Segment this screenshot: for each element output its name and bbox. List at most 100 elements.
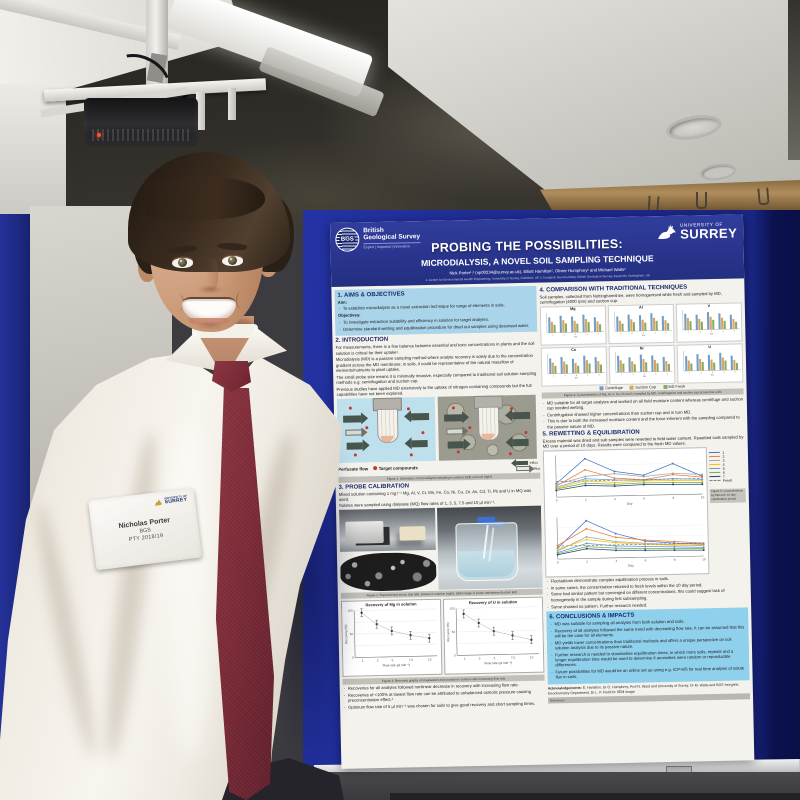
svg-text:8: 8: [674, 558, 676, 562]
target-compound-dot: [421, 430, 425, 434]
chart-plot-area: 1 2 3 4 5 Soil: [609, 309, 673, 342]
svg-text:2: 2: [632, 374, 633, 376]
person-eye: [172, 258, 193, 268]
legend-item: MD Fresh: [662, 384, 685, 389]
legend-line-icon: [709, 480, 721, 482]
shirt-highlight: [168, 420, 212, 760]
svg-text:10: 10: [701, 495, 705, 499]
chart-plot-area: 1 2 3 4 5 Soil: [541, 311, 605, 344]
target-compound-dot: [406, 406, 410, 410]
recovery-chart-mg: Recovery of Mg in solution 0501001357.51…: [340, 598, 443, 678]
svg-text:2: 2: [586, 560, 588, 564]
badge-logo-line2: SURREY: [164, 497, 188, 506]
svg-text:1: 1: [689, 373, 690, 375]
research-poster: BGS British Geological Survey Expert | I…: [330, 214, 755, 769]
svg-text:2: 2: [700, 373, 701, 375]
legend-line-icon: [709, 460, 721, 462]
influx-arrow: [410, 412, 430, 420]
svg-text:1: 1: [553, 376, 554, 378]
poster-body: 1. AIMS & OBJECTIVES Aim: To establish m…: [331, 278, 753, 715]
svg-text:5: 5: [733, 331, 734, 333]
beaker-water: [457, 550, 515, 578]
svg-text:10: 10: [530, 656, 534, 660]
svg-text:3: 3: [377, 659, 379, 663]
svg-text:2: 2: [585, 498, 587, 502]
svg-text:Flow rate (µl min⁻¹): Flow rate (µl min⁻¹): [383, 663, 411, 668]
target-compound-dot: [456, 449, 460, 453]
bgs-acronym: BGS: [339, 236, 355, 243]
poster-board-shadow: [752, 210, 800, 790]
svg-text:8: 8: [673, 496, 675, 500]
svg-text:Soil: Soil: [642, 376, 646, 378]
svg-text:100: 100: [450, 607, 455, 611]
section-conclusions: 6. CONCLUSIONS & IMPACTS MD was suitable…: [546, 607, 750, 685]
svg-text:6: 6: [643, 496, 645, 500]
person-nose: [206, 258, 218, 290]
bgs-name: British Geological Survey: [363, 226, 420, 241]
legend-label: Fresh: [722, 478, 733, 483]
poster-title: PROBING THE POSSIBILITIES:: [430, 236, 624, 255]
svg-text:3: 3: [643, 374, 644, 376]
svg-text:7.5: 7.5: [409, 658, 414, 662]
svg-text:Soil: Soil: [574, 337, 578, 339]
badge-surrey-logo: UNIVERSITY OF SURREY: [153, 494, 188, 508]
bar-chart-al: Al 1 2 3 4 5 Soil: [607, 303, 675, 344]
influx-arrow: [444, 413, 463, 422]
red-dot-icon: [373, 466, 378, 471]
smile-crease: [236, 292, 247, 309]
conclusion-item: Future possibilities for MD would be an …: [550, 666, 746, 681]
ceiling-shadow-edge: [788, 0, 800, 160]
influx-arrow-icon: [515, 460, 528, 465]
efflux-arrow: [446, 427, 464, 435]
svg-text:Recovery (%): Recovery (%): [344, 625, 348, 644]
comparison-findings: MD suitable for all target analytes and …: [542, 396, 745, 430]
svg-text:2: 2: [564, 375, 565, 377]
svg-text:1: 1: [621, 374, 622, 376]
bar-chart-u: U 1 2 3 4 5 Soil: [676, 343, 744, 384]
svg-text:4: 4: [723, 372, 724, 374]
shelf-post: [228, 88, 236, 120]
chart-plot-area: 1 2 3 4 5 Soil: [678, 349, 742, 382]
bgs-name-line2: Geological Survey: [363, 233, 421, 242]
bgs-logo-icon: BGS: [335, 227, 360, 252]
svg-text:5: 5: [597, 334, 598, 336]
svg-text:3: 3: [575, 334, 576, 336]
svg-text:5: 5: [666, 373, 667, 375]
legend-line-icon: [709, 476, 721, 478]
recovery-charts: Recovery of Mg in solution 0501001357.51…: [340, 596, 545, 678]
bar-chart-mg: Mg 1 2 3 4 5 Soil: [539, 305, 607, 346]
svg-text:3: 3: [711, 332, 712, 334]
svg-text:Recovery (%): Recovery (%): [446, 623, 450, 642]
svg-text:10: 10: [428, 658, 432, 662]
recovery-chart-u: Recovery of U in solution 0 50 100 1 3 5 7.5 10…: [442, 596, 545, 676]
stag-icon: [153, 498, 163, 508]
svg-text:Day: Day: [628, 564, 634, 568]
name-badge: UNIVERSITY OF SURREY Nicholas Porter BGS…: [88, 487, 202, 571]
svg-text:0: 0: [556, 498, 558, 502]
rewetting-chart-1: 0 2 4 6 8 10 Day: [545, 449, 706, 513]
svg-text:Flow rate (µl min⁻¹): Flow rate (µl min⁻¹): [485, 661, 513, 666]
legend-line-icon: [708, 456, 720, 458]
rewetting-charts: 0 2 4 6 8 10 Day 0 2 4 6 8 10 Day 1 2 3 4 5 6 7 Fresh Figur…: [542, 446, 748, 578]
rewetting-findings: Fluctuations demonstrate complex equilib…: [545, 574, 748, 609]
poster-right-column: 4. COMPARISON WITH TRADITIONAL TECHNIQUE…: [539, 281, 751, 707]
legend-chip-icon: [629, 385, 634, 390]
svg-text:Soil: Soil: [574, 378, 578, 380]
svg-text:Soil: Soil: [642, 335, 646, 337]
poster-left-column: 1. AIMS & OBJECTIVES Aim: To establish m…: [334, 285, 545, 712]
svg-text:2: 2: [563, 335, 564, 337]
influx-arrow: [447, 440, 464, 449]
legend-chip-icon: [662, 384, 668, 389]
chart-plot-area: 1 2 3 4 5 Soil: [610, 350, 674, 383]
svg-text:Soil: Soil: [710, 334, 714, 336]
legend-line-icon: [708, 452, 720, 454]
rewetting-chart-2: 0 2 4 6 8 10 Day: [546, 511, 707, 575]
rail-hook: [696, 192, 707, 209]
surrey-line2: SURREY: [679, 224, 738, 242]
section-aims-objectives: 1. AIMS & OBJECTIVES Aim: To establish m…: [334, 285, 538, 337]
legend-item: Suction Cup: [629, 385, 656, 390]
chart-plot-area: 1 2 3 4 5 Soil: [542, 351, 606, 384]
stag-icon: [657, 224, 676, 240]
svg-text:0: 0: [352, 656, 354, 660]
